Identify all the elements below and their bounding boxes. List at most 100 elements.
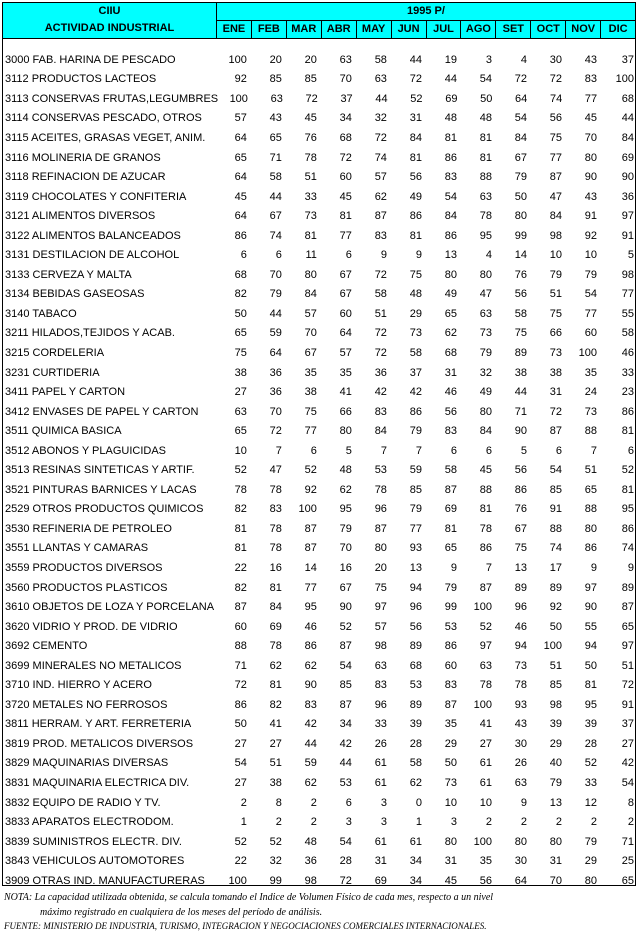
activity-name: 3831 MAQUINARIA ELECTRICA DIV. xyxy=(5,777,190,789)
value-cell: 88 xyxy=(234,640,247,653)
value-cell: 77 xyxy=(304,425,317,438)
value-cell: 38 xyxy=(304,386,317,399)
value-cell: 1 xyxy=(240,816,247,829)
value-cell: 94 xyxy=(514,640,527,653)
value-cell: 3 xyxy=(450,816,457,829)
value-cell: 44 xyxy=(375,92,388,105)
value-cell: 88 xyxy=(584,503,598,516)
value-cell: 80 xyxy=(584,151,598,164)
value-cell: 94 xyxy=(409,581,422,594)
value-cell: 65 xyxy=(584,483,598,496)
value-cell: 96 xyxy=(374,698,387,711)
value-cell: 92 xyxy=(234,73,247,86)
value-cell: 50 xyxy=(549,620,563,633)
table-row: 3412 ENVASES DE PAPEL Y CARTON 63 70 75 66 83… xyxy=(3,402,635,422)
value-cell: 87 xyxy=(549,425,563,438)
value-cell: 98 xyxy=(549,698,563,711)
value-cell: 100 xyxy=(473,698,492,711)
value-cell: 80 xyxy=(549,835,563,848)
value-cell: 55 xyxy=(584,620,598,633)
value-cell: 50 xyxy=(444,757,457,770)
value-cell: 89 xyxy=(409,640,422,653)
value-cell: 7 xyxy=(415,444,422,457)
value-cell: 2 xyxy=(310,796,317,809)
value-cell: 61 xyxy=(374,835,387,848)
value-cell: 39 xyxy=(409,718,422,731)
value-cell: 2 xyxy=(627,816,635,829)
value-cell: 65 xyxy=(444,542,457,555)
value-cell: 75 xyxy=(549,307,563,320)
activity-name: 3512 ABONOS Y PLAGUICIDAS xyxy=(5,444,167,457)
value-cell: 79 xyxy=(549,777,563,789)
value-cell: 78 xyxy=(479,679,492,692)
value-cell: 4 xyxy=(520,53,527,66)
value-cell: 68 xyxy=(409,659,422,672)
value-cell: 16 xyxy=(269,561,282,574)
value-cell: 81 xyxy=(479,151,492,164)
value-cell: 99 xyxy=(269,874,282,887)
value-cell: 72 xyxy=(269,425,282,438)
value-cell: 47 xyxy=(479,288,492,301)
value-cell: 56 xyxy=(549,112,563,125)
value-cell: 54 xyxy=(444,190,457,203)
value-cell: 34 xyxy=(339,718,352,731)
value-cell: 52 xyxy=(584,757,598,770)
value-cell: 44 xyxy=(339,757,352,770)
header-ciiu: CIIU xyxy=(98,5,121,17)
value-cell: 6 xyxy=(345,249,352,262)
value-cell: 51 xyxy=(549,659,563,672)
value-cell: 77 xyxy=(549,151,563,164)
value-cell: 51 xyxy=(549,288,563,301)
value-cell: 33 xyxy=(584,777,598,789)
value-cell: 72 xyxy=(374,346,387,359)
value-cell: 89 xyxy=(409,698,422,711)
value-cell: 100 xyxy=(229,92,248,105)
value-cell: 87 xyxy=(304,542,317,555)
value-cell: 81 xyxy=(621,425,635,438)
value-cell: 78 xyxy=(269,522,282,535)
table-row: 3511 QUIMICA BASICA 65 72 77 80 84 79 83 84 90 87 8… xyxy=(3,421,635,441)
value-cell: 66 xyxy=(339,405,352,418)
value-cell: 51 xyxy=(304,171,317,184)
value-cell: 20 xyxy=(269,53,282,66)
value-cell: 50 xyxy=(514,190,527,203)
value-cell: 97 xyxy=(621,640,635,653)
value-cell: 63 xyxy=(374,73,387,86)
table-row: 3114 CONSERVAS PESCADO, OTROS 57 43 45 34 32 3… xyxy=(3,109,635,129)
value-cell: 5 xyxy=(627,249,635,262)
value-cell: 78 xyxy=(269,542,282,555)
value-cell: 36 xyxy=(269,366,282,379)
value-cell: 30 xyxy=(549,53,563,66)
value-cell: 33 xyxy=(621,366,635,379)
value-cell: 81 xyxy=(269,581,282,594)
activity-name: 2529 OTROS PRODUCTOS QUIMICOS xyxy=(5,503,204,516)
table-row: 3113 CONSERVAS FRUTAS,LEGUMBRES 100 63 72 37… xyxy=(3,89,635,109)
value-cell: 9 xyxy=(627,561,635,574)
activity-name: 3115 ACEITES, GRASAS VEGET, ANIM. xyxy=(5,131,206,144)
value-cell: 96 xyxy=(409,601,422,614)
value-cell: 13 xyxy=(444,249,457,262)
value-cell: 63 xyxy=(234,405,247,418)
value-cell: 61 xyxy=(374,757,387,770)
table-row: 3720 METALES NO FERROSOS 86 82 83 87 96 89 87 10… xyxy=(3,695,635,715)
value-cell: 97 xyxy=(479,640,492,653)
table-row: 3118 REFINACION DE AZUCAR 64 58 51 60 57 56 83 8… xyxy=(3,167,635,187)
value-cell: 58 xyxy=(514,307,527,320)
value-cell: 58 xyxy=(409,757,422,770)
value-cell: 43 xyxy=(584,53,598,66)
value-cell: 2 xyxy=(485,816,492,829)
value-cell: 93 xyxy=(514,698,527,711)
value-cell: 97 xyxy=(374,601,387,614)
table-row: 3134 BEBIDAS GASEOSAS 82 79 84 67 58 48 49 47 56 5… xyxy=(3,285,635,305)
value-cell: 59 xyxy=(304,757,317,770)
value-cell: 96 xyxy=(374,503,387,516)
value-cell: 93 xyxy=(409,542,422,555)
table-row: 3692 CEMENTO 88 78 86 87 98 89 86 97 94 100 94 97 xyxy=(3,636,635,656)
value-cell: 89 xyxy=(514,346,527,359)
value-cell: 85 xyxy=(269,73,282,86)
value-cell: 85 xyxy=(304,73,317,86)
value-cell: 42 xyxy=(409,386,422,399)
value-cell: 60 xyxy=(444,659,457,672)
value-cell: 57 xyxy=(234,112,247,125)
value-cell: 54 xyxy=(549,464,563,477)
